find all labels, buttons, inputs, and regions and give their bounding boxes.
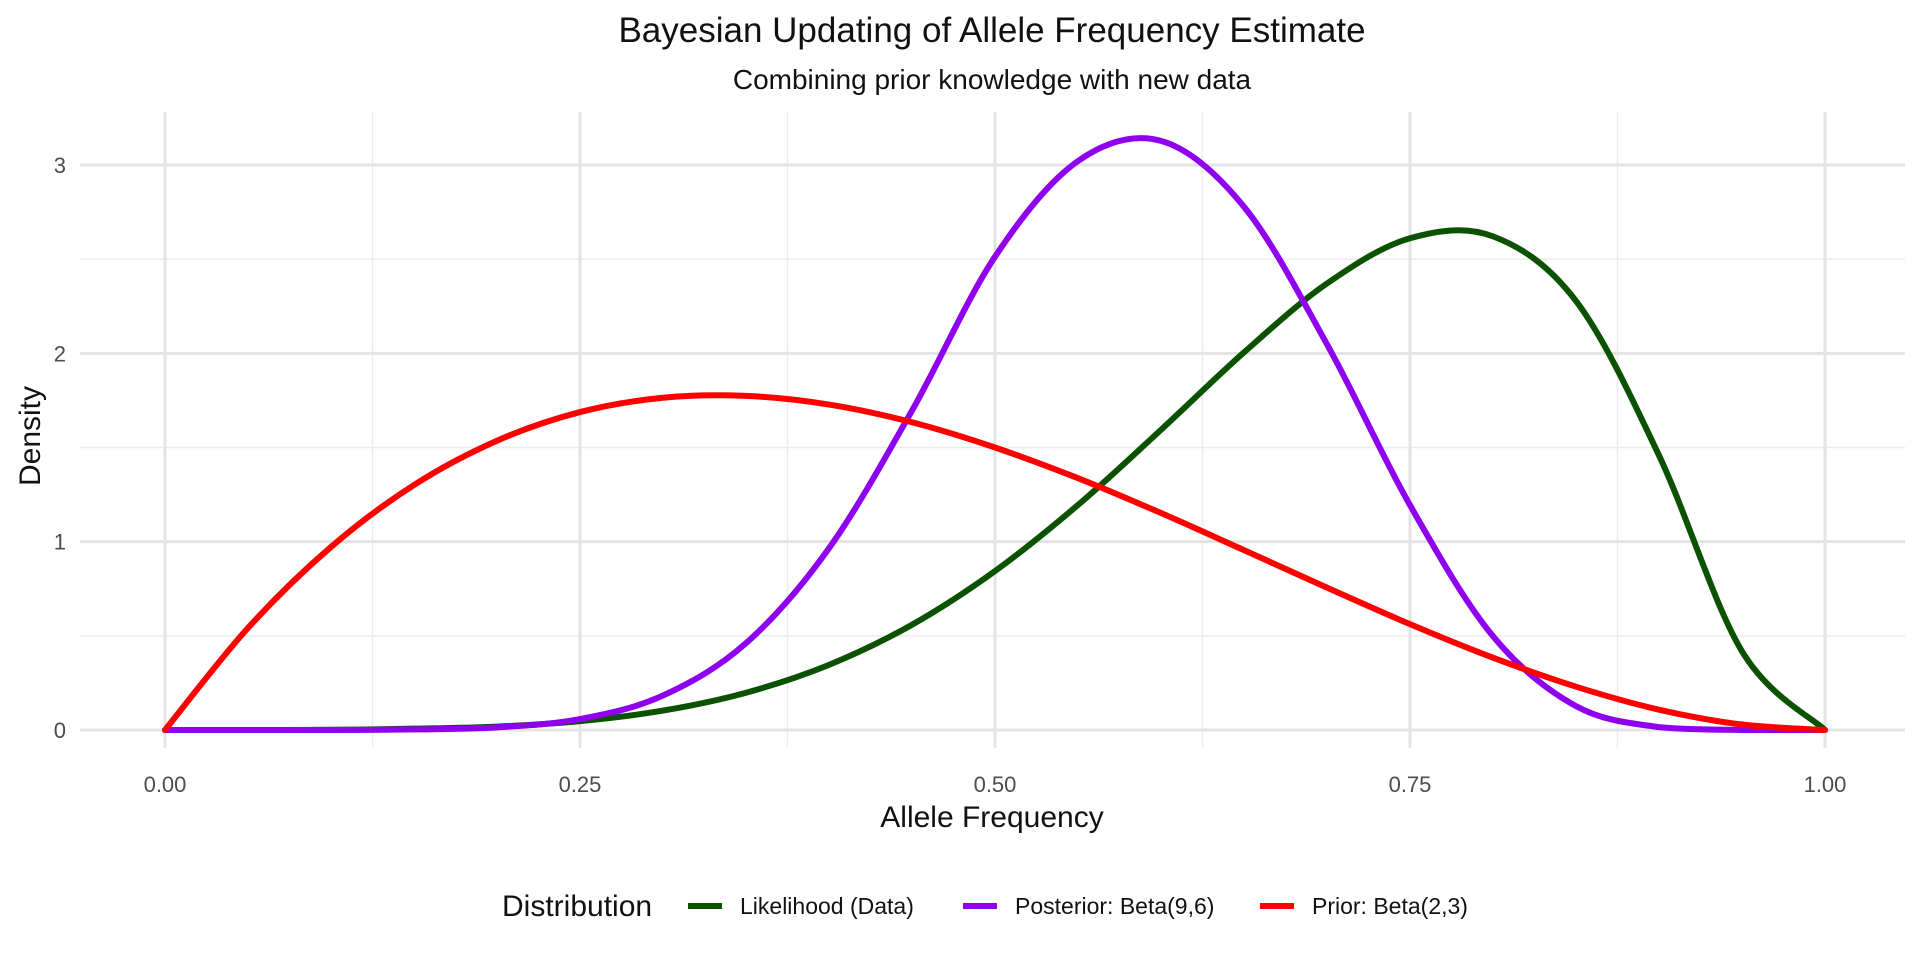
x-axis-title: Allele Frequency	[880, 801, 1103, 834]
gridlines	[80, 112, 1905, 748]
y-axis-ticks: 0 1 2 3	[54, 153, 66, 743]
x-axis-ticks: 0.00 0.25 0.50 0.75 1.00	[144, 772, 1847, 797]
y-tick-label: 3	[54, 153, 66, 178]
series-line-prior-beta-2-3	[162, 392, 1828, 733]
legend-label-likelihood-data: Likelihood (Data)	[740, 893, 914, 919]
x-tick-label: 1.00	[1804, 772, 1847, 797]
legend-label-posterior-beta-9-6: Posterior: Beta(9,6)	[1015, 893, 1214, 919]
y-tick-label: 0	[54, 718, 66, 743]
series-lines	[162, 135, 1828, 734]
y-tick-label: 1	[54, 530, 66, 555]
y-tick-label: 2	[54, 341, 66, 366]
chart-title: Bayesian Updating of Allele Frequency Es…	[618, 11, 1365, 50]
x-tick-label: 0.50	[974, 772, 1017, 797]
legend-label-prior-beta-2-3: Prior: Beta(2,3)	[1312, 893, 1468, 919]
legend: Distribution Likelihood (Data) Posterior:…	[502, 890, 1468, 923]
x-tick-label: 0.25	[559, 772, 602, 797]
x-tick-label: 0.75	[1389, 772, 1432, 797]
legend-title: Distribution	[502, 890, 652, 923]
x-tick-label: 0.00	[144, 772, 187, 797]
y-axis-title: Density	[14, 386, 47, 486]
chart-subtitle: Combining prior knowledge with new data	[733, 64, 1252, 95]
